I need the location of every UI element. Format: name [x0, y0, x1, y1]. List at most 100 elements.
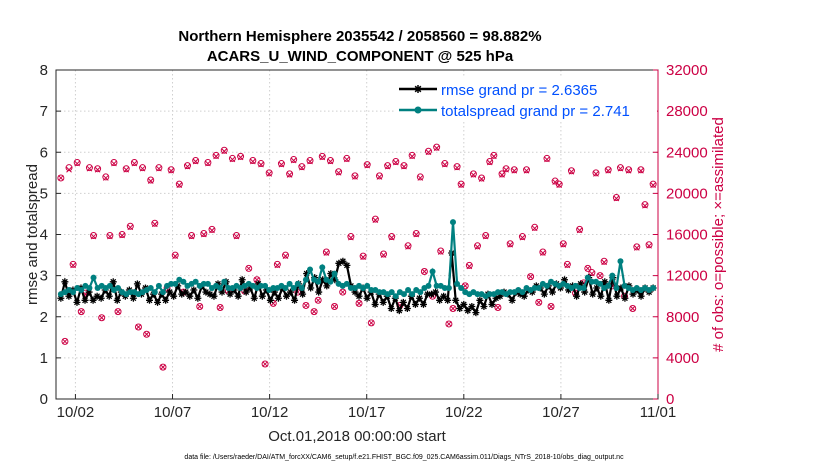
- obs-assimilated-point: [544, 156, 550, 163]
- obs-assimilated-point: [311, 308, 317, 315]
- rmse-point: [428, 290, 436, 298]
- rmse-point: [335, 259, 343, 267]
- rmse-point: [561, 276, 569, 284]
- totalspread-point: [286, 280, 293, 287]
- y-tick-label-left: 5: [40, 185, 48, 202]
- obs-possible-point: [245, 264, 253, 272]
- obs-assimilated-point: [576, 227, 583, 234]
- x-tick-label: 10/07: [154, 404, 192, 421]
- obs-assimilated-point: [646, 242, 652, 249]
- obs-possible-point: [110, 159, 118, 167]
- rmse-point: [387, 305, 395, 313]
- obs-assimilated-point: [192, 158, 199, 165]
- obs-possible-point: [249, 156, 257, 164]
- rmse-point: [379, 298, 387, 306]
- totalspread-point: [343, 280, 350, 287]
- obs-assimilated-point: [143, 331, 150, 338]
- rmse-point: [339, 257, 347, 265]
- rmse-point: [589, 290, 597, 298]
- obs-possible-point: [232, 232, 240, 240]
- obs-possible-point: [375, 172, 383, 180]
- obs-assimilated-point: [593, 170, 599, 177]
- totalspread-point: [543, 282, 550, 289]
- legend-rmse-star: [414, 85, 422, 93]
- rmse-point: [234, 292, 242, 300]
- obs-possible-point: [478, 174, 486, 182]
- obs-possible-point: [65, 164, 73, 172]
- obs-assimilated-point: [62, 338, 68, 345]
- obs-possible-point: [531, 223, 539, 231]
- obs-possible-point: [576, 225, 584, 233]
- obs-assimilated-point: [147, 178, 154, 184]
- rmse-point: [291, 296, 299, 304]
- rmse-point: [621, 294, 629, 302]
- totalspread-point: [449, 219, 456, 226]
- obs-possible-point: [167, 166, 175, 174]
- totalspread-point: [409, 291, 416, 298]
- rmse-point: [299, 290, 307, 298]
- legend-rmse-marker: [414, 85, 422, 93]
- obs-assimilated-point: [531, 225, 538, 232]
- obs-possible-point: [331, 302, 339, 310]
- obs-assimilated-point: [315, 297, 322, 304]
- obs-assimilated-point: [343, 156, 350, 163]
- obs-assimilated-point: [209, 227, 215, 234]
- obs-possible-point: [318, 152, 326, 160]
- legend: rmse grand pr = 2.6365 totalspread grand…: [395, 76, 657, 122]
- obs-possible-point: [290, 155, 298, 163]
- rmse-point: [162, 296, 170, 304]
- rmse-point: [573, 292, 581, 300]
- grid-layer: [56, 70, 658, 399]
- obs-possible-point: [371, 215, 379, 223]
- obs-assimilated-point: [503, 166, 509, 173]
- y-tick-label-left: 7: [40, 103, 48, 120]
- obs-possible-point: [494, 303, 502, 311]
- obs-assimilated-point: [200, 231, 207, 238]
- obs-assimilated-point: [458, 182, 465, 189]
- rmse-point: [605, 296, 613, 304]
- rmse-point: [343, 261, 351, 269]
- totalspread-point: [400, 291, 407, 298]
- obs-assimilated-point: [172, 253, 179, 259]
- totalspread-point: [319, 264, 326, 271]
- obs-possible-point: [130, 159, 138, 167]
- obs-assimilated-point: [495, 304, 501, 311]
- obs-possible-point: [343, 154, 351, 162]
- rmse-point: [202, 288, 210, 296]
- obs-assimilated-point: [650, 182, 656, 189]
- rmse-point: [186, 292, 194, 300]
- totalspread-point: [298, 284, 305, 291]
- obs-assimilated-point: [446, 321, 452, 327]
- rmse-point: [508, 296, 516, 304]
- obs-possible-point: [265, 169, 273, 177]
- totalspread-point: [331, 270, 338, 277]
- rmse-point: [456, 305, 464, 313]
- totalspread-point: [580, 284, 587, 291]
- obs-possible-point: [212, 151, 220, 159]
- obs-assimilated-point: [339, 289, 346, 295]
- obs-assimilated-point: [552, 179, 558, 185]
- totalspread-point: [327, 278, 334, 285]
- obs-assimilated-point: [327, 158, 334, 165]
- rmse-point: [476, 296, 484, 304]
- rmse-point: [178, 290, 186, 298]
- rmse-point: [166, 288, 174, 296]
- obs-possible-point: [543, 154, 551, 162]
- obs-possible-point: [188, 232, 196, 240]
- obs-possible-point: [592, 169, 600, 177]
- obs-possible-point: [445, 320, 453, 328]
- obs-possible-point: [216, 303, 224, 311]
- obs-possible-point: [122, 165, 130, 173]
- obs-possible-point: [257, 160, 265, 168]
- obs-assimilated-point: [188, 233, 195, 240]
- obs-possible-point: [645, 241, 653, 249]
- totalspread-point: [180, 278, 187, 285]
- obs-possible-point: [106, 232, 114, 240]
- rmse-point: [617, 284, 625, 292]
- chart-title-line2: ACARS_U_WIND_COMPONENT @ 525 hPa: [207, 48, 514, 65]
- obs-assimilated-point: [331, 303, 338, 310]
- totalspread-point: [151, 289, 158, 296]
- totalspread-point: [535, 284, 542, 291]
- obs-possible-point: [567, 167, 575, 175]
- obs-possible-point: [208, 225, 216, 233]
